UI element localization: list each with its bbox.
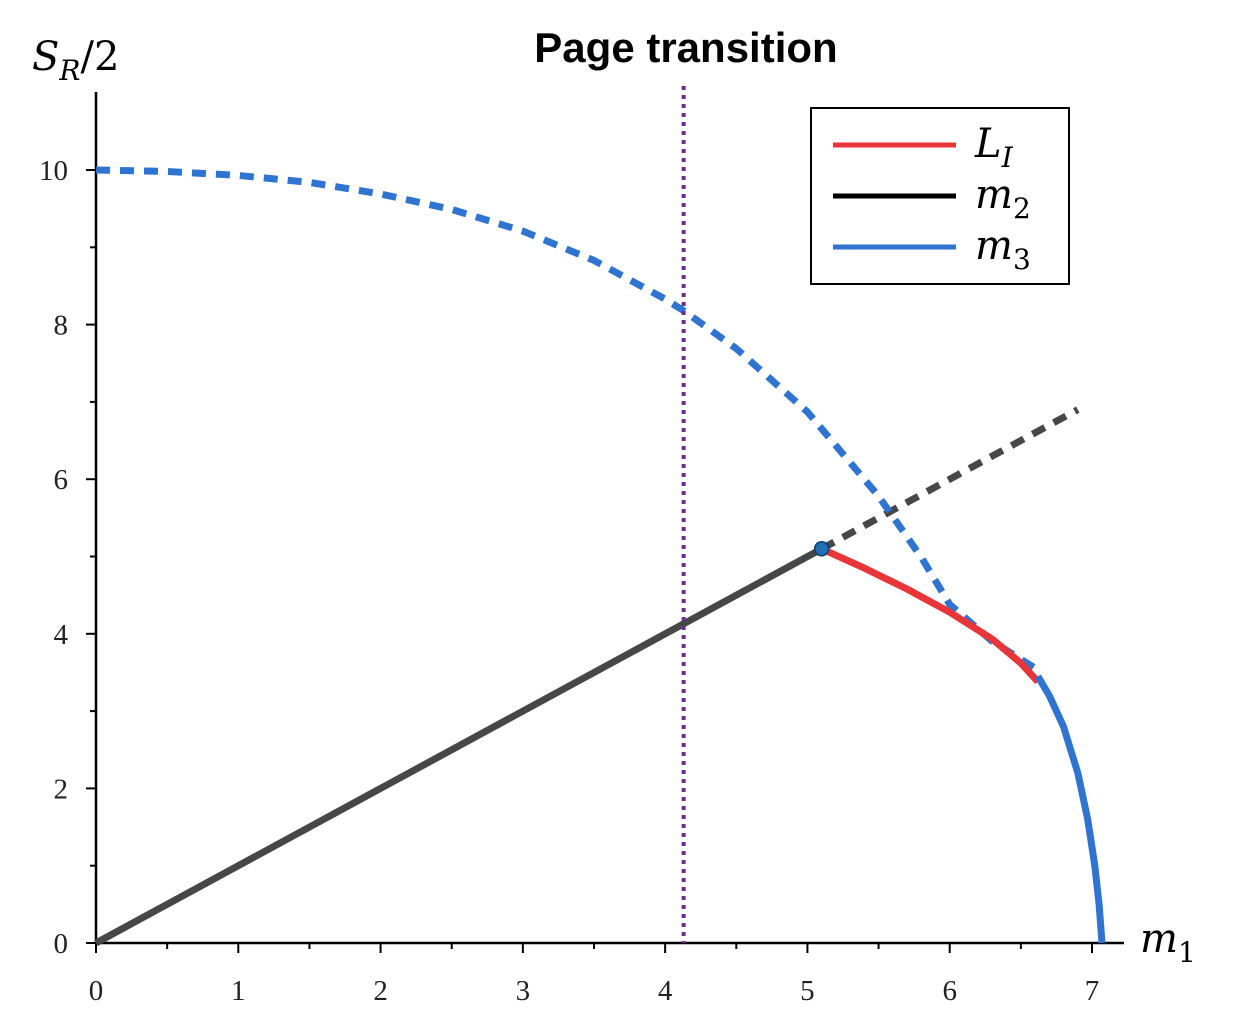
x-tick-label: 4 <box>658 975 673 1007</box>
legend-label-base: L <box>974 121 1002 167</box>
legend-label-base: m <box>975 223 1013 269</box>
y-axis-label-base: S <box>32 34 59 80</box>
y-tick-label: 4 <box>54 619 69 651</box>
x-tick-label: 7 <box>1085 975 1100 1007</box>
y-axis-label-suffix: /2 <box>81 34 120 80</box>
transition-point-marker <box>813 541 830 557</box>
y-tick-label: 10 <box>39 155 68 187</box>
x-tick-label: 0 <box>89 975 104 1007</box>
y-tick-label: 6 <box>54 464 69 496</box>
legend-label: m2 <box>975 172 1031 225</box>
y-tick-label: 0 <box>54 928 69 960</box>
series-m2-dashed <box>820 406 1080 552</box>
legend-label: m3 <box>975 223 1031 276</box>
x-axis-label-sub: 1 <box>1178 936 1196 969</box>
legend-label-sub: 3 <box>1013 243 1031 276</box>
x-axis-label: m1 <box>1140 916 1196 969</box>
axes: 0 1 2 3 4 5 6 7 0 2 4 6 8 10 <box>39 92 1124 1007</box>
x-tick-label: 2 <box>373 975 388 1007</box>
x-axis-label-base: m <box>1140 916 1178 962</box>
y-tick-label: 2 <box>54 773 69 805</box>
legend-label-sub: I <box>1001 141 1014 174</box>
x-tick-label: 6 <box>942 975 957 1007</box>
series-m3-dashed <box>95 166 1045 676</box>
series-m2-solid <box>94 545 824 947</box>
series-LI-solid <box>820 545 1041 685</box>
legend-label: LI <box>974 121 1014 174</box>
series-m3-solid <box>1034 674 1106 944</box>
y-tick-label: 8 <box>54 310 69 342</box>
x-tick-label: 1 <box>231 975 246 1007</box>
series-layer <box>94 86 1106 947</box>
legend-label-base: m <box>975 172 1013 218</box>
chart-title: Page transition <box>534 24 837 71</box>
y-axis-label-sub: R <box>58 54 80 87</box>
legend-label-sub: 2 <box>1013 192 1031 225</box>
x-tick-label: 5 <box>800 975 815 1007</box>
y-axis-label: SR/2 <box>32 34 119 87</box>
x-tick-label: 3 <box>516 975 531 1007</box>
